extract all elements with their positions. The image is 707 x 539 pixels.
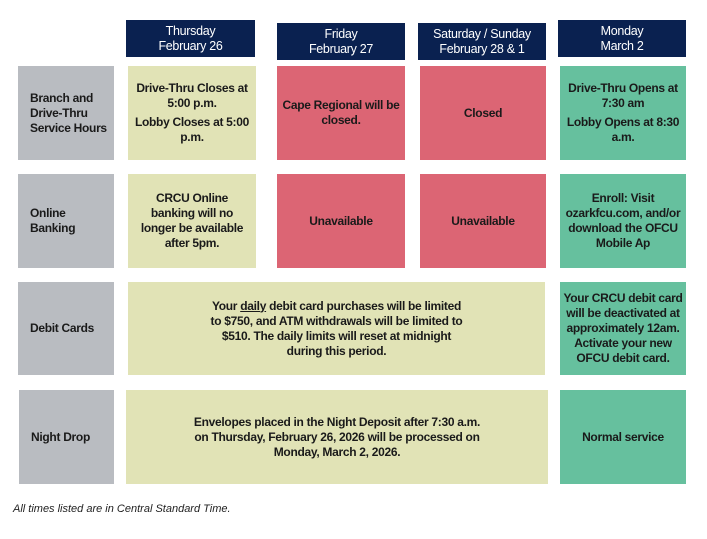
online-friday: Unavailable <box>277 174 405 268</box>
online-monday: Enroll: Visit ozarkfcu.com, and/or downl… <box>560 174 686 268</box>
row-label-debit: Debit Cards <box>18 282 114 375</box>
debit-span: Your daily debit card purchases will be … <box>128 282 545 375</box>
branch-weekend: Closed <box>420 66 546 160</box>
row-label-online: Online Banking <box>18 174 114 268</box>
debit-monday: Your CRCU debit card will be deactivated… <box>560 282 686 375</box>
header-monday: Monday March 2 <box>558 20 686 57</box>
header-day: Friday <box>324 26 358 41</box>
lobby-hours: Lobby Opens at 8:30 a.m. <box>566 115 680 144</box>
drive-thru-hours: Drive-Thru Opens at 7:30 am <box>568 81 678 110</box>
header-day: Saturday / Sunday <box>433 26 531 41</box>
header-friday: Friday February 27 <box>277 23 405 60</box>
row-label-night: Night Drop <box>19 390 114 484</box>
header-date: February 27 <box>308 41 374 56</box>
header-thursday: Thursday February 26 <box>126 20 255 57</box>
branch-friday: Cape Regional will be closed. <box>277 66 405 160</box>
lobby-hours: Lobby Closes at 5:00 p.m. <box>134 115 250 144</box>
night-monday: Normal service <box>560 390 686 484</box>
online-thursday: CRCU Online banking will no longer be av… <box>128 174 256 268</box>
online-weekend: Unavailable <box>420 174 546 268</box>
header-date: February 26 <box>158 38 223 53</box>
branch-thursday: Drive-Thru Closes at 5:00 p.m. Lobby Clo… <box>128 66 256 160</box>
row-label-branch: Branch and Drive-Thru Service Hours <box>18 66 114 160</box>
night-span: Envelopes placed in the Night Deposit af… <box>126 390 548 484</box>
header-date: February 28 & 1 <box>439 41 525 56</box>
header-day: Thursday <box>165 23 216 38</box>
branch-monday: Drive-Thru Opens at 7:30 am Lobby Opens … <box>560 66 686 160</box>
header-day: Monday <box>600 23 644 38</box>
debit-limits-text: Your daily debit card purchases will be … <box>210 298 463 358</box>
header-weekend: Saturday / Sunday February 28 & 1 <box>418 23 546 60</box>
footnote: All times listed are in Central Standard… <box>13 503 231 515</box>
header-date: March 2 <box>600 38 644 53</box>
drive-thru-hours: Drive-Thru Closes at 5:00 p.m. <box>136 81 248 110</box>
